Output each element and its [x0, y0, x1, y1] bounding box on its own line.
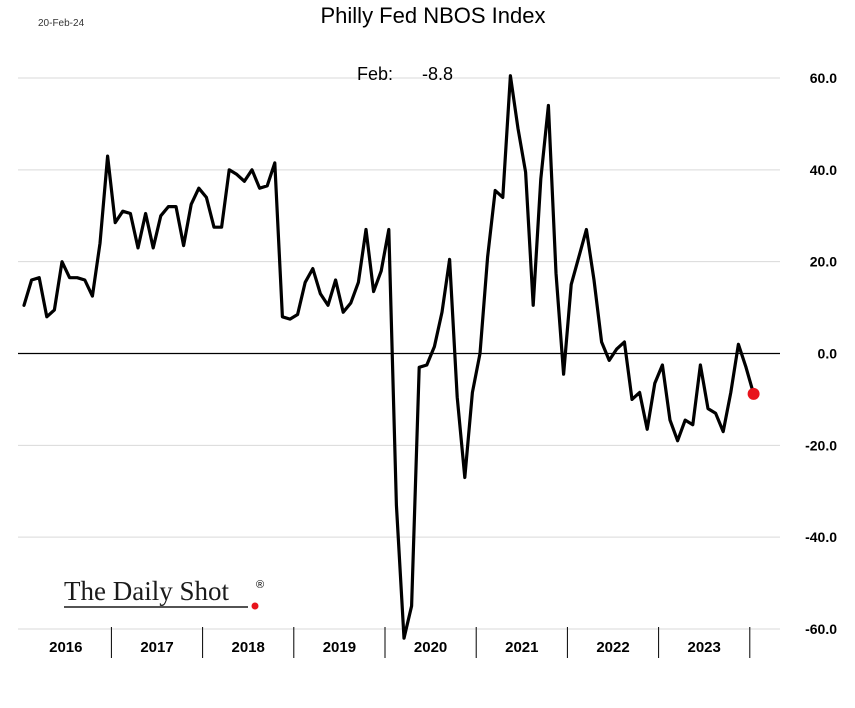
y-axis: 60.0 40.0 20.0 0.0 -20.0 -40.0 -60.0	[805, 70, 837, 637]
chart-title: Philly Fed NBOS Index	[321, 3, 546, 28]
y-tick-label: -20.0	[805, 437, 837, 453]
x-tick-label: 2019	[323, 639, 356, 656]
last-point-marker	[747, 387, 760, 400]
logo-registered-mark: ®	[256, 579, 264, 591]
y-tick-label: 60.0	[810, 70, 837, 86]
logo-text: The Daily Shot	[64, 576, 229, 606]
x-tick-label: 2018	[232, 639, 265, 656]
x-tick-label: 2020	[414, 639, 447, 656]
x-tick-label: 2023	[688, 639, 721, 656]
x-tick-label: 2022	[596, 639, 629, 656]
logo: The Daily Shot ®	[64, 576, 264, 610]
annotation-value: -8.8	[422, 64, 453, 84]
x-tick-label: 2017	[140, 639, 173, 656]
date-stamp: 20-Feb-24	[38, 18, 85, 29]
x-tick-label: 2016	[49, 639, 82, 656]
annotation-label: Feb:	[357, 64, 393, 84]
y-tick-label: -60.0	[805, 621, 837, 637]
series-line	[22, 74, 756, 640]
x-tick-label: 2021	[505, 639, 538, 656]
x-axis: 2016 2017 2018 2019 2020 2021 2022 2023	[49, 627, 751, 658]
logo-dot	[251, 602, 259, 610]
y-tick-label: 0.0	[818, 346, 838, 362]
y-tick-label: 20.0	[810, 254, 837, 270]
y-tick-label: 40.0	[810, 162, 837, 178]
y-tick-label: -40.0	[805, 529, 837, 545]
